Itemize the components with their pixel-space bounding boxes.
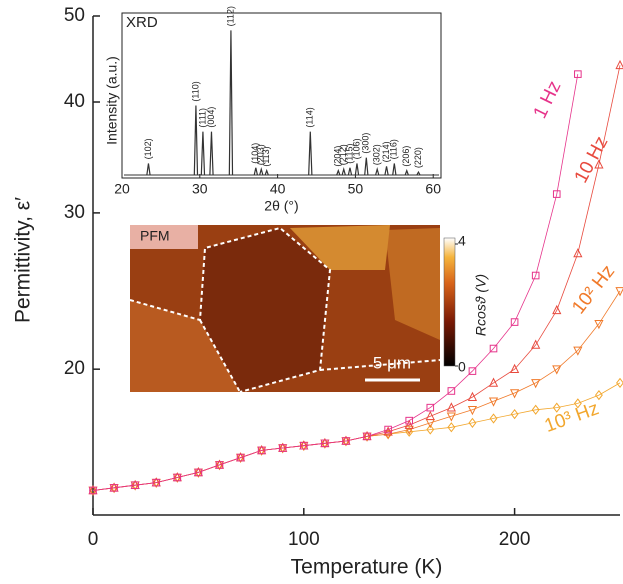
y-tick-label: 50 — [64, 5, 85, 26]
inset-x-tick-label: 30 — [192, 181, 208, 197]
peak-label: (114) — [305, 107, 315, 127]
y-tick-label: 30 — [64, 202, 85, 223]
y-tick-label: 20 — [64, 358, 85, 379]
series-label: 10 Hz — [571, 133, 613, 187]
marker — [426, 412, 434, 420]
inset-x-tick-label: 20 — [114, 181, 130, 197]
inset-plot: 20 30 40 50 60 2θ (°) Intensity (a.u.) XRD (102)… — [103, 6, 446, 218]
peak-label: (300) — [361, 133, 371, 154]
peak-label: (102) — [143, 138, 153, 159]
peak-label: (206) — [401, 146, 411, 167]
peak-label: (004) — [206, 107, 216, 128]
series-label: 10² Hz — [568, 261, 619, 318]
x-axis-label: Temperature (K) — [291, 556, 443, 579]
peak-label: (116) — [389, 139, 399, 159]
inset-x-tick-label: 40 — [270, 181, 286, 197]
peak-label: (112) — [225, 6, 235, 26]
colorbar-label: Rcosϑ (V) — [473, 274, 489, 336]
series-label: 10³ Hz — [542, 398, 602, 437]
peak-label: (110) — [190, 81, 200, 101]
scale-bar-label: 5 μm — [373, 353, 411, 372]
x-tick-label: 200 — [499, 529, 531, 550]
series-label: 1 Hz — [530, 78, 566, 122]
marker — [511, 390, 519, 398]
x-tick-label: 100 — [288, 529, 320, 550]
inset-x-tick-label: 50 — [348, 181, 364, 197]
inset-x-label: 2θ (°) — [264, 198, 298, 214]
x-tick-label: 0 — [88, 529, 99, 550]
inset-title: XRD — [126, 14, 158, 31]
pfm-image: PFM 5 μm 0 4 Rcosϑ (V) — [130, 225, 489, 392]
colorbar-tick-label: 0 — [458, 359, 466, 375]
inset-y-label: Intensity (a.u.) — [104, 56, 120, 145]
peak-label: (113) — [261, 146, 271, 166]
series-line — [93, 383, 620, 491]
y-axis-label: Permittivity, ε′ — [12, 197, 35, 323]
figure: 203040500100200Temperature (K)Permittivi… — [0, 0, 623, 584]
y-tick-label: 40 — [64, 91, 85, 112]
marker — [448, 403, 456, 411]
marker — [490, 398, 498, 406]
colorbar-tick-label: 4 — [458, 233, 466, 249]
inset-x-tick-label: 60 — [425, 181, 441, 197]
image-label: PFM — [140, 228, 170, 244]
peak-label: (220) — [413, 147, 423, 168]
